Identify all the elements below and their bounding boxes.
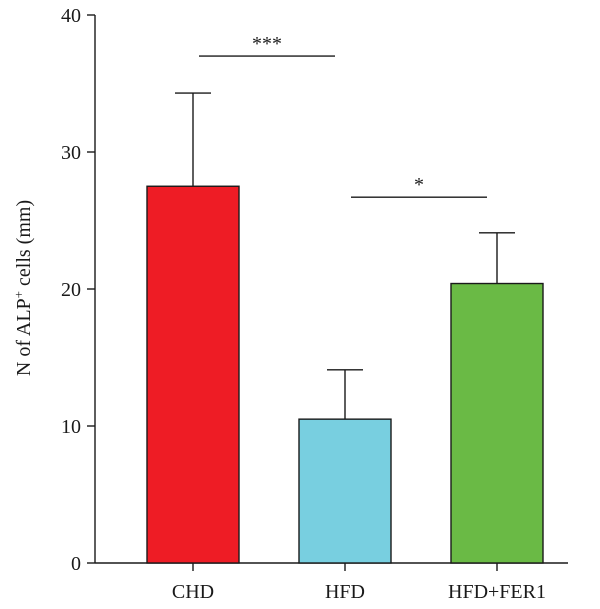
- significance-label: ***: [252, 33, 282, 55]
- x-category-label: HFD+FER1: [448, 581, 546, 603]
- y-tick-label: 30: [61, 142, 81, 164]
- y-tick-label: 20: [61, 279, 81, 301]
- y-axis-title-main: N of ALP: [13, 298, 35, 376]
- bar-hfd-fer1: [450, 282, 544, 564]
- bar-chd: [146, 185, 240, 564]
- bar-hfd: [298, 418, 392, 564]
- y-axis-title-rest: cells (mm): [13, 200, 35, 291]
- x-category-label: CHD: [172, 581, 214, 603]
- y-tick-label: 10: [61, 416, 81, 438]
- x-category-label: HFD: [325, 581, 365, 603]
- y-axis-title: N of ALP+ cells (mm): [11, 200, 35, 376]
- y-tick-label: 40: [61, 5, 81, 27]
- significance-label: *: [414, 174, 424, 196]
- y-tick-label: 0: [71, 553, 81, 575]
- y-axis-title-superscript: +: [11, 291, 26, 298]
